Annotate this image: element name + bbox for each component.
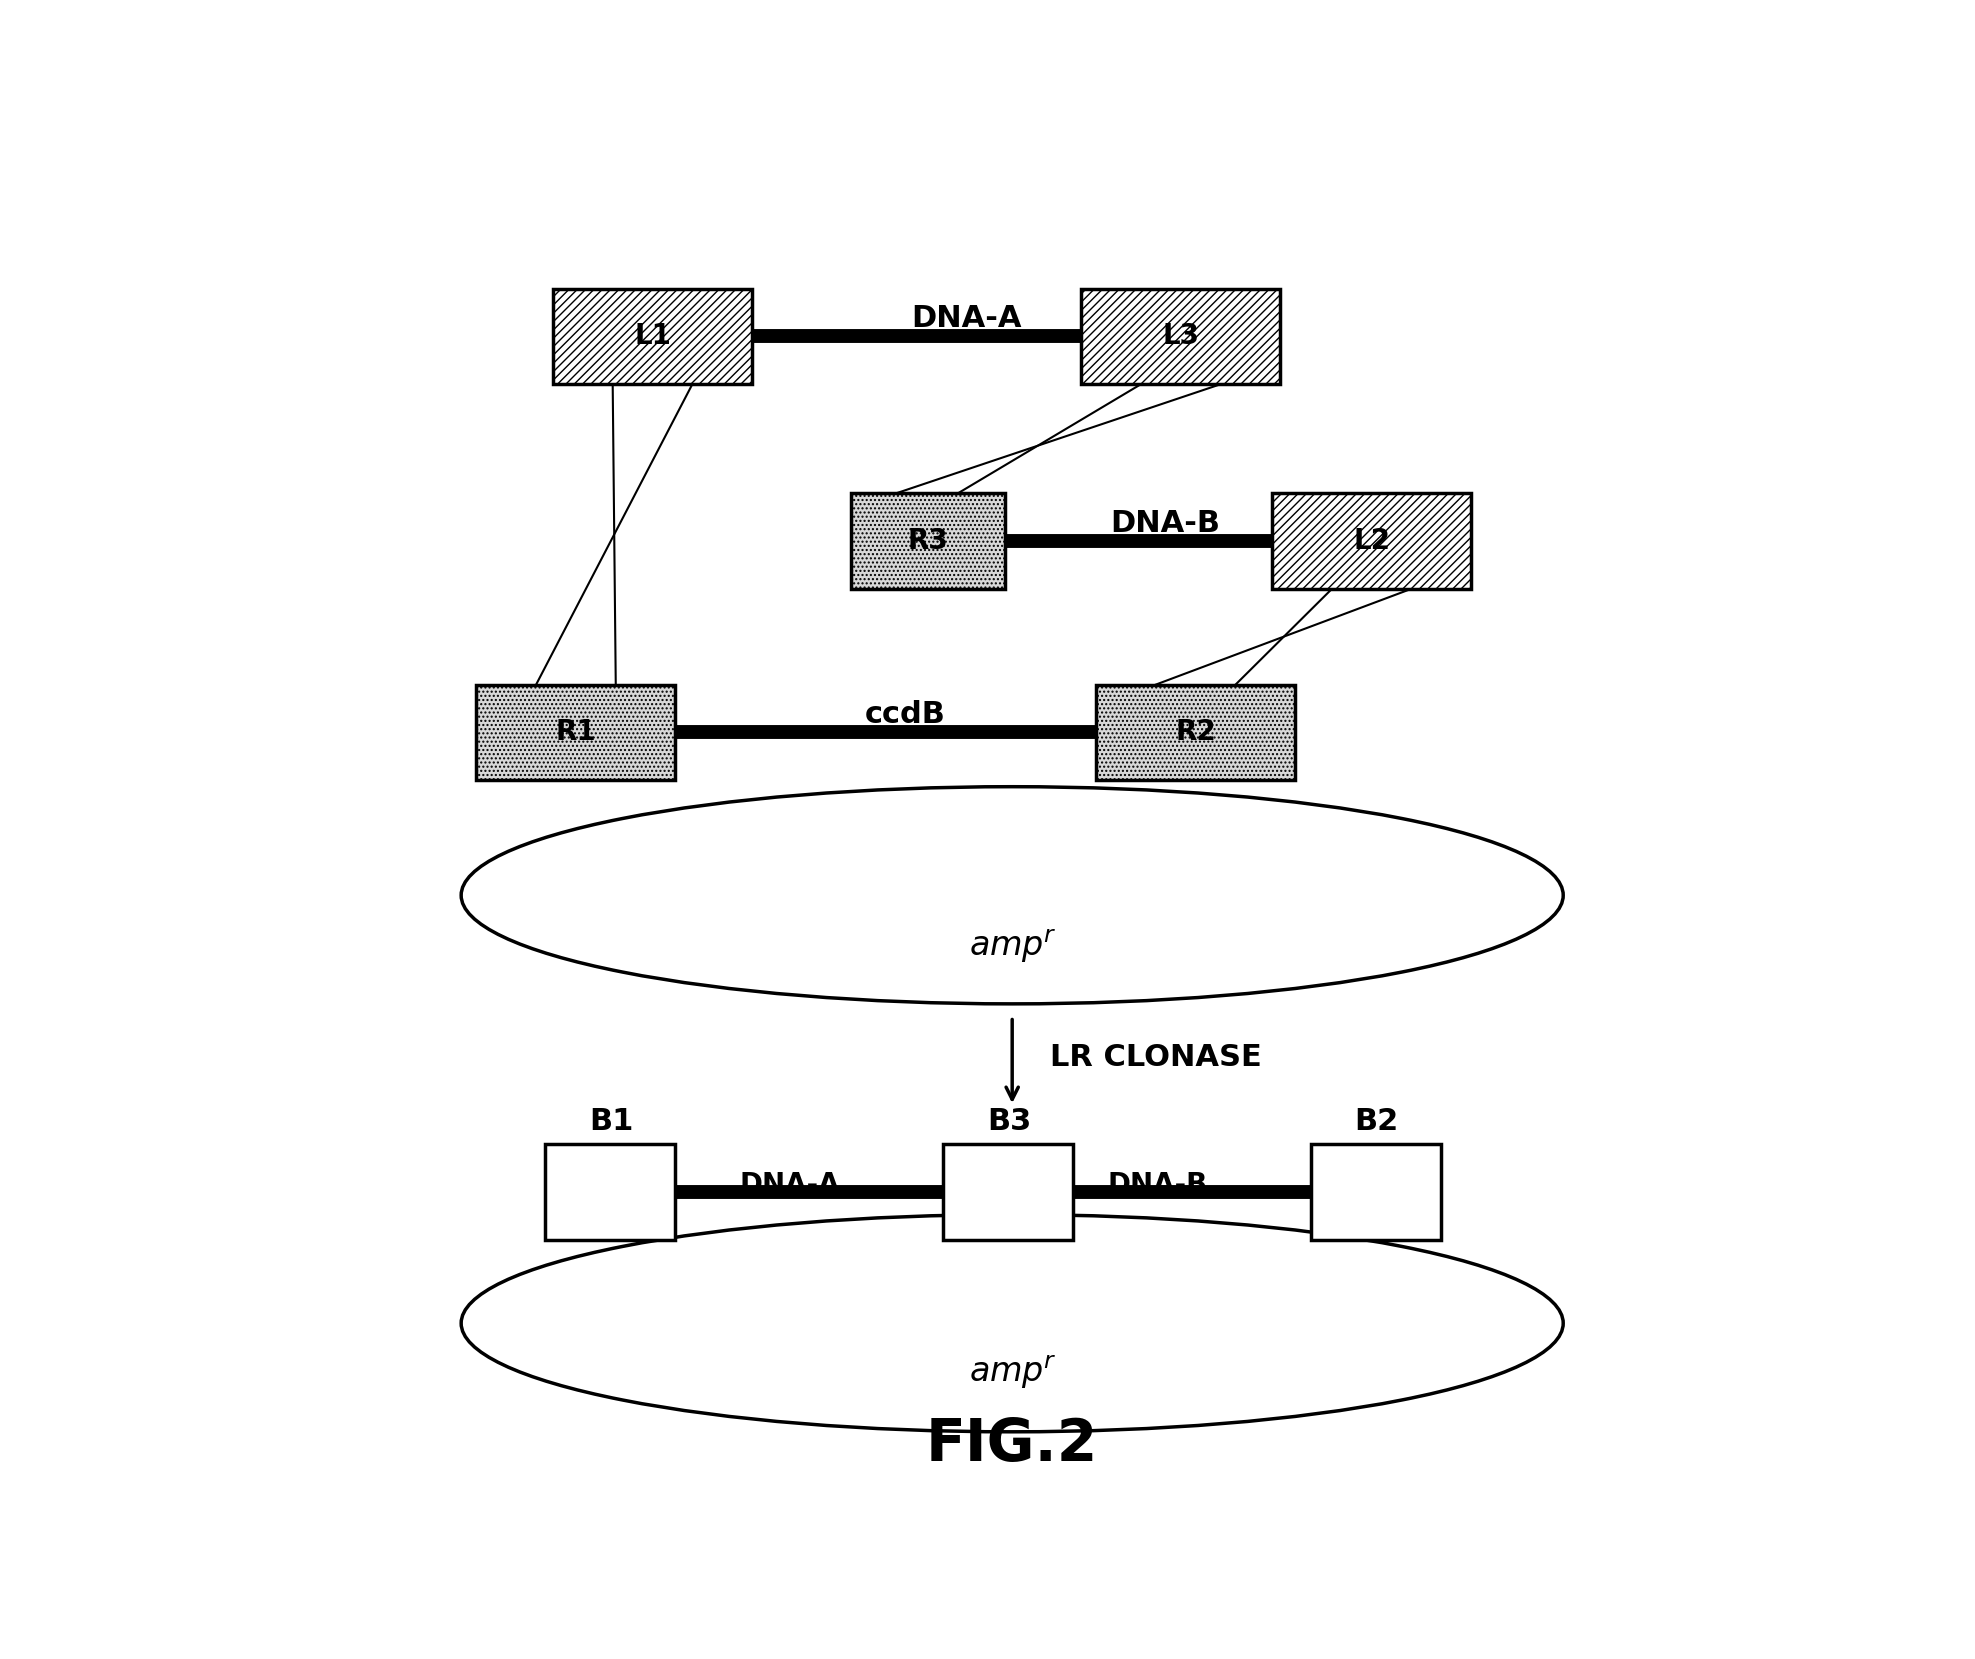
Bar [610, 1145, 675, 1241]
Bar [851, 493, 1005, 589]
Text: LR CLONASE: LR CLONASE [1051, 1044, 1262, 1072]
Bar [545, 1145, 610, 1241]
Text: DNA-A: DNA-A [910, 304, 1021, 333]
Text: amp$^r$: amp$^r$ [968, 1354, 1057, 1390]
Bar [1080, 289, 1280, 385]
Text: DNA-B: DNA-B [1108, 1171, 1209, 1199]
Bar [1009, 1145, 1074, 1241]
Bar [553, 289, 752, 385]
Text: amp$^r$: amp$^r$ [968, 927, 1057, 966]
Text: DNA-A: DNA-A [741, 1171, 841, 1199]
Bar [1311, 1145, 1377, 1241]
Text: FIG.2: FIG.2 [926, 1417, 1098, 1473]
Text: B3: B3 [988, 1107, 1031, 1136]
Bar [944, 1145, 1074, 1241]
Text: B1: B1 [589, 1107, 634, 1136]
Text: R3: R3 [908, 528, 948, 554]
Text: L2: L2 [1353, 528, 1390, 554]
Text: ccdB: ccdB [865, 700, 946, 730]
Bar [1096, 685, 1296, 780]
Bar [476, 685, 675, 780]
Text: B2: B2 [1355, 1107, 1398, 1136]
Text: R1: R1 [555, 718, 596, 747]
Bar [1311, 1145, 1440, 1241]
Text: L1: L1 [634, 322, 672, 350]
Text: R2: R2 [1175, 718, 1217, 747]
Text: DNA-B: DNA-B [1110, 509, 1221, 538]
Bar [545, 1145, 675, 1241]
Text: L3: L3 [1161, 322, 1199, 350]
Bar [1377, 1145, 1442, 1241]
Bar [1272, 493, 1471, 589]
Bar [944, 1145, 1009, 1241]
